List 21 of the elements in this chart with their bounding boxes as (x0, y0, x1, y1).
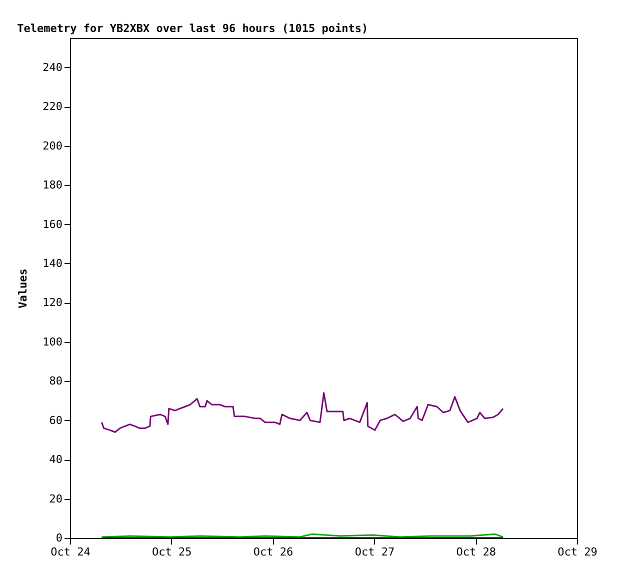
y-tick-label: 100 (42, 335, 62, 348)
y-tick-label: 20 (49, 492, 62, 506)
y-tick-label: 140 (42, 256, 62, 270)
y-axis-title: Values (16, 268, 30, 308)
y-tick-label: 180 (42, 178, 62, 192)
y-tick-label: 80 (49, 374, 62, 388)
x-tick-label: Oct 28 (456, 546, 496, 558)
y-tick-label: 0 (56, 532, 62, 544)
y-tick-label: 60 (49, 414, 62, 427)
y-tick-label: 240 (42, 60, 62, 74)
y-tick-label: 200 (42, 139, 62, 152)
y-tick-label: 220 (42, 100, 62, 114)
y-tick-label: 120 (42, 296, 62, 310)
x-tick-label: Oct 26 (253, 546, 294, 558)
chart-title: Telemetry for YB2XBX over last 96 hours (1015 points) (17, 22, 368, 35)
y-tick-label: 160 (42, 218, 62, 231)
x-tick-label: Oct 25 (152, 546, 192, 558)
x-tick-label: Oct 29 (558, 546, 598, 558)
x-tick-label: Oct 24 (50, 546, 91, 558)
x-tick-label: Oct 27 (354, 546, 395, 558)
y-tick-label: 40 (49, 453, 62, 466)
